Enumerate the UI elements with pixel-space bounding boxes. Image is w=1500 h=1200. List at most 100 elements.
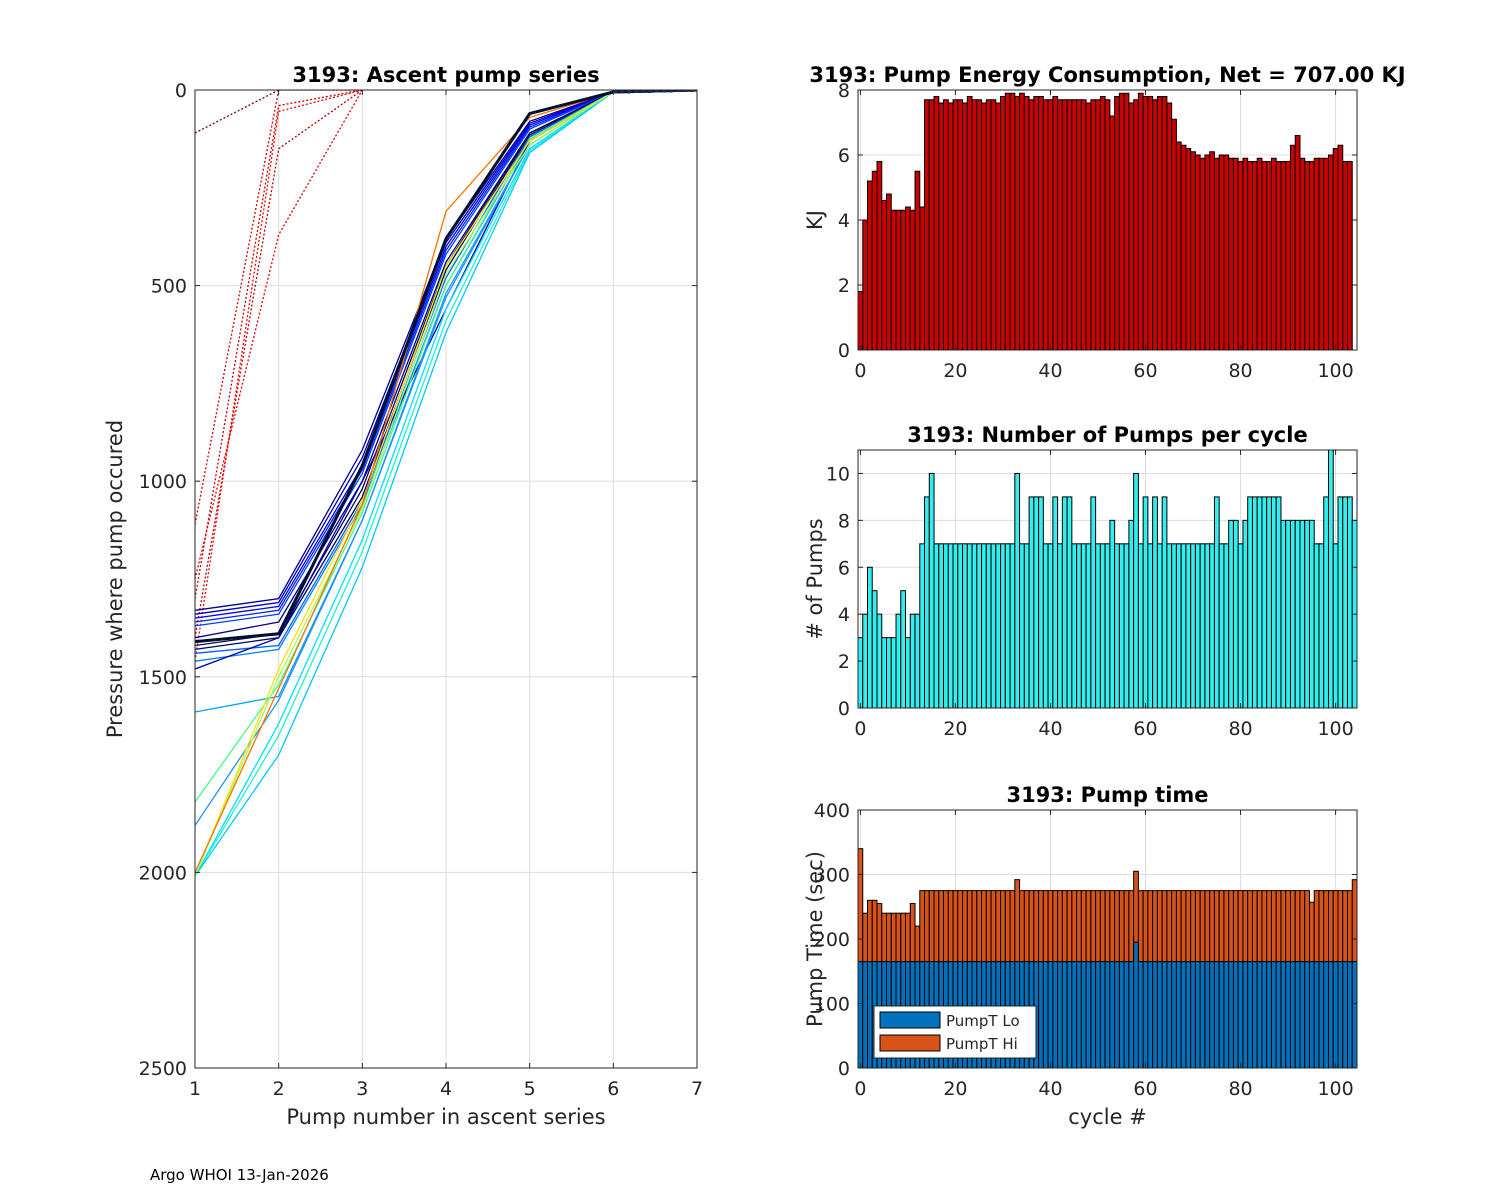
bar-lo-cycle-68: [1180, 961, 1187, 1068]
bar-cycle-46: [1076, 543, 1082, 708]
bar-hi-cycle-103: [1347, 890, 1353, 963]
pumptime-xtick-label: 100: [1317, 1078, 1353, 1100]
bar-hi-cycle-100: [1332, 890, 1339, 963]
bar-cycle-17: [938, 543, 945, 708]
bar-cycle-19: [947, 102, 954, 350]
bar-hi-cycle-49: [1090, 890, 1097, 963]
bar-cycle-68: [1180, 543, 1187, 708]
bar-cycle-5: [881, 200, 888, 350]
bar-hi-cycle-78: [1228, 890, 1234, 963]
bar-hi-cycle-25: [976, 890, 983, 963]
bar-lo-cycle-78: [1228, 961, 1234, 1068]
bar-cycle-60: [1142, 96, 1149, 350]
pumps-ytick-label: 4: [838, 604, 850, 626]
bar-hi-cycle-69: [1185, 890, 1192, 963]
bar-cycle-81: [1242, 519, 1249, 708]
bar-hi-cycle-37: [1033, 890, 1040, 963]
bar-cycle-3: [871, 590, 878, 708]
bar-hi-cycle-28: [990, 890, 997, 963]
bar-lo-cycle-71: [1194, 961, 1201, 1068]
bar-cycle-59: [1137, 543, 1144, 708]
bar-lo-cycle-96: [1313, 961, 1320, 1068]
bar-cycle-89: [1280, 519, 1287, 708]
ascent-ylabel: Pressure where pump occured: [103, 420, 127, 738]
bar-cycle-72: [1199, 157, 1206, 350]
bar-cycle-102: [1342, 161, 1348, 350]
energy-xtick-label: 20: [943, 360, 967, 382]
bar-cycle-60: [1142, 496, 1149, 708]
bar-lo-cycle-49: [1090, 961, 1097, 1068]
bar-lo-cycle-67: [1175, 961, 1182, 1068]
bar-hi-cycle-82: [1247, 890, 1253, 963]
bar-cycle-61: [1147, 96, 1154, 350]
bar-cycle-41: [1052, 496, 1059, 708]
bar-lo-cycle-89: [1280, 961, 1287, 1068]
bar-lo-cycle-53: [1109, 961, 1116, 1068]
bar-cycle-54: [1114, 543, 1120, 708]
bar-cycle-8: [895, 613, 902, 708]
bar-hi-cycle-38: [1038, 890, 1044, 963]
bar-cycle-32: [1009, 92, 1016, 350]
pumptime-xtick-label: 60: [1133, 1078, 1157, 1100]
bar-cycle-22: [962, 543, 968, 708]
bar-hi-cycle-99: [1327, 890, 1334, 963]
bar-lo-cycle-79: [1232, 961, 1239, 1068]
ascent-ytick-label: 2000: [139, 862, 187, 884]
bar-cycle-61: [1147, 543, 1154, 708]
bar-cycle-16: [933, 96, 940, 350]
bar-cycle-66: [1171, 543, 1177, 708]
bar-cycle-91: [1289, 519, 1296, 708]
bar-lo-cycle-61: [1147, 961, 1154, 1068]
bar-cycle-84: [1256, 157, 1263, 350]
pumptime-title: 3193: Pump time: [1006, 783, 1208, 807]
bar-hi-cycle-44: [1066, 890, 1073, 963]
bar-cycle-70: [1190, 151, 1196, 350]
bar-cycle-46: [1076, 99, 1082, 350]
bar-cycle-30: [1000, 96, 1006, 350]
bar-cycle-75: [1213, 157, 1220, 350]
bar-cycle-36: [1028, 496, 1035, 708]
bar-hi-cycle-9: [900, 912, 907, 963]
bar-lo-cycle-50: [1095, 961, 1101, 1068]
bar-hi-cycle-80: [1237, 890, 1244, 963]
ascent-xtick-label: 3: [356, 1078, 368, 1100]
bar-lo-cycle-104: [1351, 961, 1357, 1068]
bar-cycle-47: [1080, 99, 1087, 350]
bar-cycle-39: [1042, 543, 1049, 708]
bar-hi-cycle-83: [1251, 890, 1258, 963]
bar-cycle-69: [1185, 148, 1192, 350]
bar-hi-cycle-92: [1294, 890, 1301, 963]
bar-lo-cycle-103: [1347, 961, 1353, 1068]
ascent-frame: 1 2 3 4 5 6 7 0 500 1000 1500 2000 2500 3193: Ascent …: [103, 63, 703, 1129]
bar-cycle-58: [1133, 472, 1139, 708]
bar-cycle-48: [1085, 543, 1092, 708]
ascent-xlabel: Pump number in ascent series: [286, 1105, 605, 1129]
bar-cycle-24: [971, 99, 978, 350]
bar-lo-cycle-65: [1166, 961, 1173, 1068]
bar-lo-cycle-2: [867, 961, 873, 1068]
pumptime-xtick-label: 20: [943, 1078, 967, 1100]
bar-hi-cycle-94: [1304, 890, 1310, 963]
bar-cycle-53: [1109, 519, 1116, 708]
bar-lo-cycle-97: [1318, 961, 1325, 1068]
bar-lo-cycle-91: [1289, 961, 1296, 1068]
bar-cycle-80: [1237, 543, 1244, 708]
bar-lo-cycle-86: [1266, 961, 1272, 1068]
bar-lo-cycle-95: [1308, 961, 1315, 1068]
bar-cycle-40: [1047, 99, 1054, 350]
bar-cycle-64: [1161, 96, 1168, 350]
bar-cycle-4: [876, 161, 883, 350]
ascent-xtick-label: 1: [189, 1078, 201, 1100]
ascent-xtick-label: 4: [440, 1078, 452, 1100]
bar-lo-cycle-59: [1137, 961, 1144, 1068]
bar-cycle-23: [966, 96, 973, 350]
bar-lo-cycle-58: [1133, 941, 1139, 1068]
bar-cycle-67: [1175, 543, 1182, 708]
pumps-xtick-label: 0: [854, 718, 866, 740]
pumps-marks: [858, 450, 1357, 708]
bar-cycle-81: [1242, 157, 1249, 350]
pumps-xtick-label: 60: [1133, 718, 1157, 740]
bar-cycle-17: [938, 102, 945, 350]
bar-cycle-38: [1038, 96, 1044, 350]
bar-hi-cycle-23: [966, 890, 973, 963]
